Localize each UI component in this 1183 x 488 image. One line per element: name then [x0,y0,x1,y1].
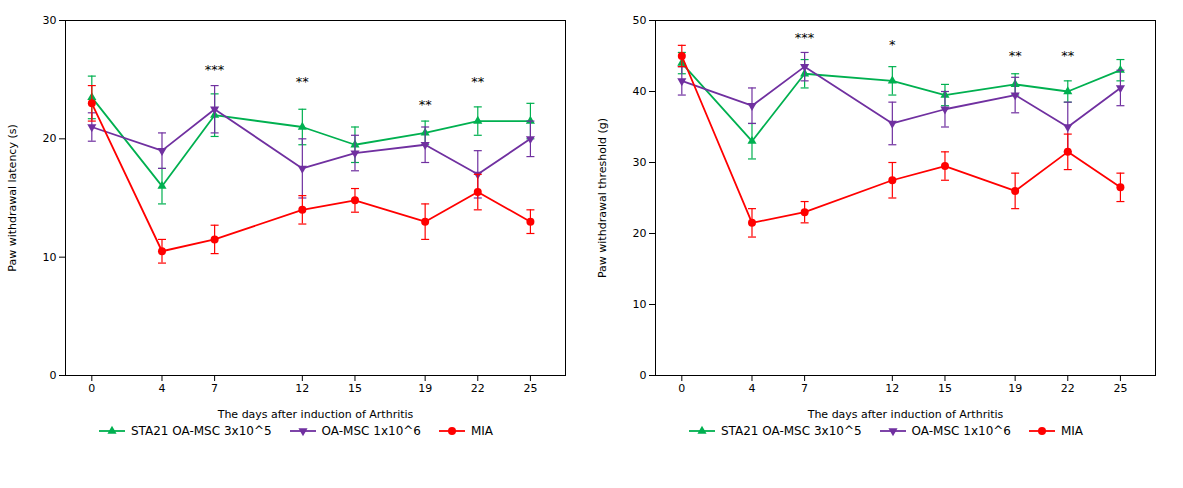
svg-text:4: 4 [748,382,755,395]
svg-text:**: ** [296,74,310,89]
svg-text:*: * [889,37,896,52]
svg-text:15: 15 [348,382,362,395]
html-text:STA21 OA-MSC 3x10^5: STA21 OA-MSC 3x10^5 [130,424,272,438]
svg-text:19: 19 [1008,382,1022,395]
html-text:MIA: MIA [1061,424,1084,438]
html-text:STA21 OA-MSC 3x10^5: STA21 OA-MSC 3x10^5 [720,424,862,438]
svg-text:10: 10 [43,251,57,264]
svg-text:40: 40 [633,85,647,98]
svg-text:25: 25 [1113,382,1127,395]
svg-text:25: 25 [523,382,537,395]
svg-text:Paw withdrawal latency (s): Paw withdrawal latency (s) [6,124,19,271]
svg-text:22: 22 [471,382,485,395]
svg-text:20: 20 [43,132,57,145]
svg-text:0: 0 [678,382,685,395]
svg-text:7: 7 [211,382,218,395]
svg-text:20: 20 [633,227,647,240]
svg-text:The days after induction of Ar: The days after induction of Arthritis [807,408,1004,421]
svg-text:***: *** [205,62,225,77]
svg-text:30: 30 [43,14,57,27]
svg-text:12: 12 [295,382,309,395]
svg-text:***: *** [795,30,815,45]
svg-text:0: 0 [640,369,647,382]
svg-text:50: 50 [633,14,647,27]
svg-text:**: ** [1061,48,1075,63]
svg-text:4: 4 [158,382,165,395]
svg-text:**: ** [471,74,485,89]
svg-text:**: ** [1009,48,1023,63]
svg-text:15: 15 [938,382,952,395]
svg-text:Paw withdrawal threshold (g): Paw withdrawal threshold (g) [596,118,609,278]
svg-text:7: 7 [801,382,808,395]
html-text:OA-MSC 1x10^6: OA-MSC 1x10^6 [321,424,421,438]
svg-text:22: 22 [1061,382,1075,395]
svg-text:**: ** [419,97,433,112]
svg-text:30: 30 [633,156,647,169]
svg-text:10: 10 [633,298,647,311]
svg-text:The days after induction of Ar: The days after induction of Arthritis [217,408,414,421]
html-text:MIA: MIA [471,424,494,438]
svg-text:0: 0 [88,382,95,395]
svg-text:19: 19 [418,382,432,395]
svg-text:0: 0 [50,369,57,382]
html-text:OA-MSC 1x10^6: OA-MSC 1x10^6 [911,424,1011,438]
svg-text:12: 12 [885,382,899,395]
